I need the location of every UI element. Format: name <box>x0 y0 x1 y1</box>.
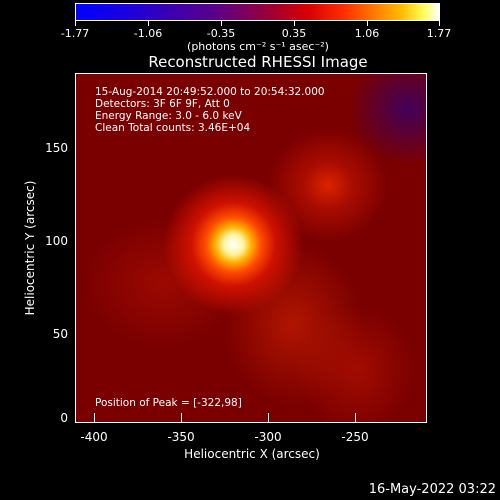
colorbar-tick-label: 0.35 <box>281 27 307 40</box>
info-peak-position: Position of Peak = [-322,98] <box>95 397 242 409</box>
info-energy: Energy Range: 3.0 - 6.0 keV <box>95 110 242 122</box>
y-tick-label: 50 <box>52 327 68 341</box>
colorbar-tick <box>148 21 149 26</box>
y-tick-label: 100 <box>45 234 68 248</box>
info-clean: Clean Total counts: 3.46E+04 <box>95 122 251 134</box>
timestamp: 16-May-2022 03:22 <box>368 482 496 497</box>
y-tick-label: 150 <box>45 141 68 155</box>
x-tick <box>181 413 182 423</box>
colorbar-tick <box>294 21 295 26</box>
colorbar-tick-label: 1.06 <box>354 27 380 40</box>
colorbar-tick <box>75 21 76 26</box>
x-axis-label: Heliocentric X (arcsec) <box>184 447 320 461</box>
colorbar <box>75 3 440 21</box>
colorbar-tick <box>439 21 440 26</box>
colorbar-tick-label: -1.77 <box>60 27 90 40</box>
rhessi-image <box>75 73 427 423</box>
info-time: 15-Aug-2014 20:49:52.000 to 20:54:32.000 <box>95 86 325 98</box>
colorbar-tick <box>221 21 222 26</box>
y-axis-label: Heliocentric Y (arcsec) <box>23 180 37 316</box>
y-tick-label: 0 <box>60 411 68 425</box>
x-tick <box>268 413 269 423</box>
colorbar-tick-label: 1.77 <box>426 27 452 40</box>
colorbar-tick-label: -0.35 <box>206 27 236 40</box>
colorbar-tick-label: -1.06 <box>133 27 163 40</box>
x-tick <box>355 413 356 423</box>
colorbar-units: (photons cm⁻² s⁻¹ asec⁻²) <box>187 40 329 53</box>
x-tick-label: -400 <box>80 430 108 444</box>
x-tick-label: -250 <box>341 430 369 444</box>
plot-title: Reconstructed RHESSI Image <box>148 53 368 71</box>
info-detectors: Detectors: 3F 6F 9F, Att 0 <box>95 98 230 110</box>
x-tick-label: -300 <box>254 430 282 444</box>
x-tick <box>94 413 95 423</box>
x-tick-label: -350 <box>167 430 195 444</box>
colorbar-tick <box>367 21 368 26</box>
